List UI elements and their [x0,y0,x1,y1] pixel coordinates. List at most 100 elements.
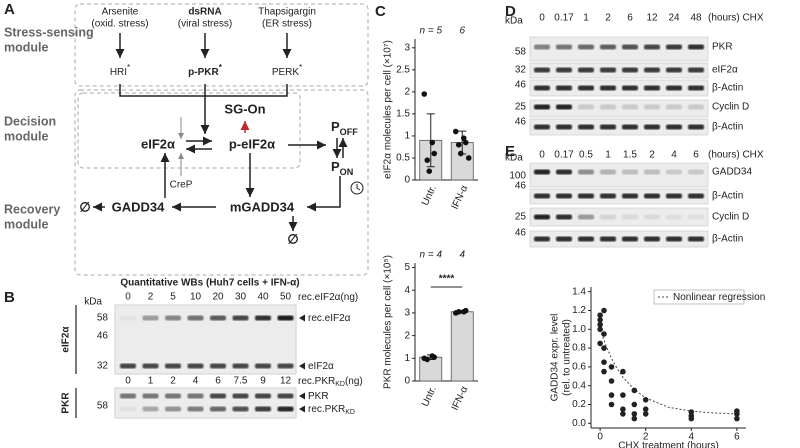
data-point [631,401,638,408]
lane-label: 1 [605,150,611,161]
lane-label: 2 [170,376,176,387]
label-part: P [331,119,340,134]
group-label: eIF2α [61,326,72,353]
kda-marker: 58 [515,47,527,58]
band [556,44,572,50]
band [600,236,616,242]
lane-label: 4 [671,150,677,161]
band [644,85,660,91]
node: eIF2α [141,136,175,151]
band [578,214,594,220]
data-point [642,411,649,417]
data-point [597,317,603,323]
data-point [462,307,469,314]
band [688,193,704,199]
y-axis-label: eIF2α molecules per cell (×10⁷) [383,40,394,179]
data-point [734,415,740,422]
lane-unit: rec.PKRKD(ng) [298,376,363,389]
lane-label: 2 [649,150,655,161]
band [688,44,704,50]
x-tick-label: Untr. [420,184,439,208]
band [232,315,249,321]
band [644,67,660,73]
band [142,315,159,321]
blot [529,62,709,79]
stressor: dsRNA [188,7,221,18]
y-tick-label: 3 [404,42,410,53]
data-point [642,397,649,403]
band [534,214,550,220]
module-label: Decision [4,114,56,128]
stressor-note: (ER stress) [262,19,312,30]
band-label: PKR [308,391,329,402]
band [644,124,660,130]
band [534,44,550,50]
x-tick-label: 6 [734,432,740,443]
lane-label: 6 [215,376,221,387]
kda-label: kDa [505,16,523,27]
lane-label: 50 [280,292,292,303]
subscript: KD [345,409,355,416]
significance: **** [439,274,455,285]
band-pointer [299,405,305,413]
row-label: β-Actin [712,234,743,245]
node: GADD34 [112,199,166,214]
kda-marker: 46 [515,117,527,128]
band [556,214,572,220]
label-part: rec.PKR [298,376,335,387]
band [666,169,682,175]
data-point [455,141,462,148]
panel-label: B [4,289,15,306]
band [578,44,594,50]
label-part: (ng) [340,292,358,303]
y-tick-label: 0.2 [572,399,586,410]
band [556,236,572,242]
band [666,44,682,50]
band [210,363,226,369]
kinase: p-PKR* [188,63,223,78]
subscript: KD [335,381,345,388]
blot [529,79,709,97]
band [578,169,594,175]
band [666,104,682,110]
data-point [455,308,462,315]
band [534,67,550,73]
band [644,104,660,110]
band [644,193,660,199]
band [232,363,249,369]
kda-marker: 58 [97,401,109,412]
row-label: β-Actin [712,122,743,133]
lane-label: 20 [212,292,224,303]
data-point [460,135,467,141]
stressor-note: (oxid. stress) [91,19,148,30]
label-part: rec.PKR [308,404,345,415]
lane-label: 1.5 [623,150,637,161]
lane-label: 4 [193,376,199,387]
data-point [424,356,431,363]
data-point [424,157,431,163]
crep: CreP [170,180,193,191]
label-part: (ng) [345,376,363,387]
band [688,124,704,130]
band [277,363,294,369]
label-part: PKR [308,391,329,402]
band [688,214,704,220]
x-tick-label: IFN-α [450,385,471,413]
panel-label: A [4,1,15,18]
lane-label: 0 [125,292,131,303]
data-point [608,378,615,384]
band [622,124,638,130]
n-label: n = 5 [419,26,442,37]
label-part: eIF2α [308,361,334,372]
p-off: POFF [331,119,358,137]
module-label: module [4,129,48,143]
band-label: rec.eIF2α [308,313,351,324]
p-on: PON [331,159,353,177]
band [232,393,249,399]
band [255,363,271,369]
band [187,393,204,399]
band [644,169,660,175]
lane-label: 30 [235,292,247,303]
band [688,169,704,175]
